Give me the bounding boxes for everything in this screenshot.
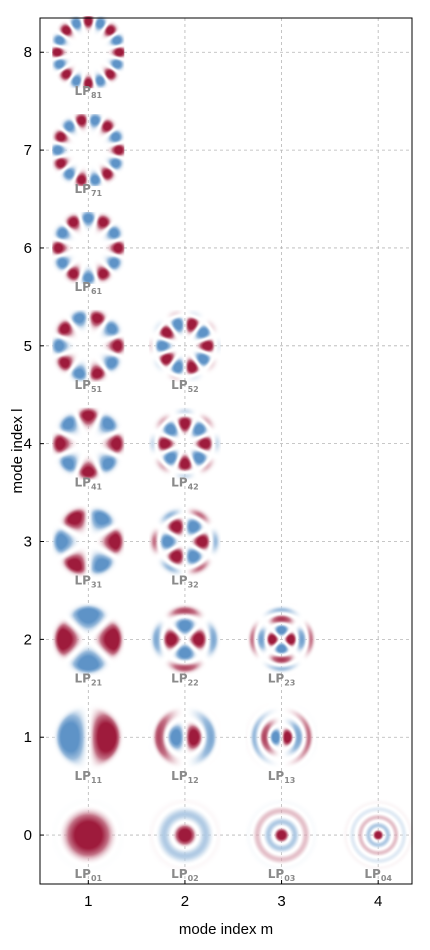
mode-label-main: LP: [268, 769, 285, 783]
mode-label-sub: 23: [284, 678, 295, 687]
mode-label-sub: 52: [188, 385, 199, 394]
mode-pattern-lp13: [245, 701, 318, 774]
mode-label-sub: 21: [91, 678, 103, 687]
mode-label-lp42: LP42: [171, 476, 199, 492]
mode-pattern-lp32: [148, 505, 221, 578]
mode-label-sub: 12: [188, 776, 199, 785]
mode-label-main: LP: [171, 671, 188, 685]
mode-label-main: LP: [75, 182, 92, 196]
mode-label-main: LP: [171, 769, 188, 783]
mode-label-sub: 22: [188, 678, 199, 687]
mode-pattern-lp02: [148, 799, 221, 872]
mode-label-lp32: LP32: [171, 574, 199, 590]
mode-label-lp11: LP11: [75, 769, 103, 785]
mode-label-main: LP: [75, 378, 92, 392]
mode-pattern-lp12: [148, 701, 221, 774]
mode-label-main: LP: [268, 671, 285, 685]
mode-label-main: LP: [171, 574, 188, 588]
mode-label-lp01: LP01: [75, 867, 103, 883]
mode-label-sub: 31: [91, 581, 103, 590]
mode-label-sub: 13: [284, 776, 295, 785]
mode-label-lp71: LP71: [75, 182, 103, 198]
mode-pattern-lp01: [52, 799, 125, 872]
mode-label-sub: 03: [284, 874, 295, 883]
y-tick-label: 8: [24, 44, 32, 61]
mode-label-sub: 04: [381, 874, 393, 883]
mode-label-main: LP: [171, 476, 188, 490]
mode-label-lp21: LP21: [75, 671, 103, 687]
mode-label-sub: 32: [188, 581, 199, 590]
mode-label-lp04: LP04: [364, 867, 392, 883]
x-tick-label: 3: [277, 893, 285, 910]
y-axis-label: mode index l: [9, 408, 26, 493]
x-tick-label: 4: [374, 893, 382, 910]
mode-label-main: LP: [75, 476, 92, 490]
mode-label-main: LP: [75, 84, 92, 98]
mode-label-lp51: LP51: [75, 378, 103, 394]
y-tick-label: 1: [24, 729, 32, 746]
mode-pattern-lp03: [245, 799, 318, 872]
mode-label-main: LP: [171, 378, 188, 392]
mode-pattern-lp81: [52, 16, 125, 89]
mode-pattern-lp51: [52, 309, 125, 382]
mode-label-lp52: LP52: [171, 378, 199, 394]
mode-label-sub: 11: [91, 776, 103, 785]
mode-label-main: LP: [364, 867, 381, 881]
mode-label-main: LP: [75, 867, 92, 881]
mode-label-sub: 71: [91, 189, 103, 198]
mode-label-lp23: LP23: [268, 671, 296, 687]
y-tick-label: 4: [24, 436, 32, 453]
mode-label-lp61: LP61: [75, 280, 103, 296]
mode-pattern-lp21: [52, 603, 125, 676]
mode-pattern-lp52: [148, 309, 221, 382]
mode-label-sub: 61: [91, 287, 103, 296]
mode-pattern-lp04: [342, 799, 415, 872]
mode-pattern-lp61: [52, 211, 125, 284]
mode-label-lp03: LP03: [268, 867, 296, 883]
mode-label-lp12: LP12: [171, 769, 199, 785]
y-tick-label: 3: [24, 534, 32, 551]
mode-label-main: LP: [75, 671, 92, 685]
x-axis-label: mode index m: [179, 921, 273, 938]
mode-pattern-lp23: [245, 603, 318, 676]
mode-label-main: LP: [268, 867, 285, 881]
mode-label-lp02: LP02: [171, 867, 199, 883]
mode-pattern-lp41: [52, 407, 125, 480]
mode-label-sub: 41: [91, 483, 103, 492]
plot-frame: [39, 17, 413, 885]
mode-pattern-lp42: [148, 407, 221, 480]
mode-pattern-lp22: [148, 603, 221, 676]
y-tick-label: 5: [24, 338, 32, 355]
mode-label-sub: 42: [188, 483, 199, 492]
mode-label-main: LP: [75, 769, 92, 783]
mode-label-sub: 02: [188, 874, 199, 883]
mode-label-main: LP: [75, 280, 92, 294]
y-tick-label: 6: [24, 240, 32, 257]
mode-label-main: LP: [171, 867, 188, 881]
mode-label-lp81: LP81: [75, 84, 103, 100]
mode-label-lp41: LP41: [75, 476, 103, 492]
mode-label-lp22: LP22: [171, 671, 199, 687]
mode-patterns: [52, 16, 415, 872]
x-tick-label: 1: [84, 893, 92, 910]
mode-label-sub: 51: [91, 385, 103, 394]
mode-label-sub: 81: [91, 91, 103, 100]
x-tick-label: 2: [181, 893, 189, 910]
y-tick-label: 2: [24, 631, 32, 648]
y-tick-label: 0: [24, 827, 32, 844]
mode-label-sub: 01: [91, 874, 103, 883]
mode-pattern-lp11: [52, 701, 125, 774]
mode-pattern-lp31: [52, 505, 125, 578]
mode-label-lp13: LP13: [268, 769, 296, 785]
mode-label-lp31: LP31: [75, 574, 103, 590]
y-tick-label: 7: [24, 142, 32, 159]
mode-label-main: LP: [75, 574, 92, 588]
mode-pattern-lp71: [52, 114, 125, 187]
